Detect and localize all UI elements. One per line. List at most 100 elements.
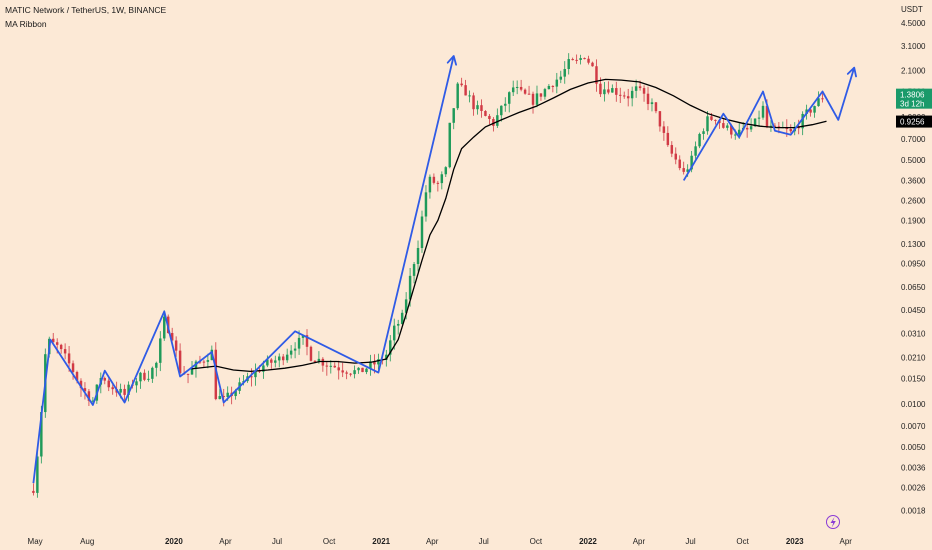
candle-body: [297, 337, 301, 349]
price-axis[interactable]: USDT4.50003.10002.10001.50001.00000.7000…: [901, 5, 926, 516]
candle-body: [551, 85, 555, 87]
candle-body: [527, 93, 531, 95]
candle-body: [492, 118, 495, 126]
x-tick-label: Oct: [530, 537, 543, 546]
candle-body: [737, 129, 741, 135]
candle-body: [666, 132, 670, 146]
candle-body: [710, 116, 713, 120]
ma-line: [191, 78, 827, 373]
candle-body: [321, 358, 325, 366]
candle-body: [686, 169, 689, 172]
candle-body: [127, 384, 130, 395]
candle-body: [452, 108, 455, 123]
candle-body: [460, 83, 463, 86]
x-tick-label: 2021: [372, 537, 390, 546]
candle-body: [571, 59, 574, 61]
candle-body: [349, 373, 352, 375]
candle-body: [59, 344, 63, 350]
candle-body: [416, 247, 420, 265]
indicator-label[interactable]: MA Ribbon: [5, 19, 47, 29]
candle-body: [531, 93, 535, 105]
y-tick-label: 0.0070: [901, 422, 926, 431]
candle-body: [305, 335, 309, 347]
candle-body: [607, 89, 610, 93]
candle-body: [178, 350, 182, 374]
candle-body: [765, 105, 769, 127]
candle-body: [333, 365, 336, 368]
candle-body: [813, 106, 816, 113]
chart-title: MATIC Network / TetherUS, 1W, BINANCE: [5, 5, 167, 15]
candle-body: [547, 85, 551, 90]
candle-body: [218, 396, 221, 400]
candle-body: [79, 380, 83, 389]
candle-body: [611, 88, 614, 93]
candle-body: [400, 312, 404, 324]
candle-body: [511, 87, 515, 93]
candle-body: [147, 378, 150, 380]
candle-body: [278, 356, 281, 361]
candle-body: [654, 102, 658, 112]
candle-body: [369, 361, 372, 369]
candle-body: [563, 69, 566, 77]
candle-body: [262, 365, 265, 372]
candle-body: [670, 145, 674, 154]
lightning-icon[interactable]: [826, 515, 840, 529]
candle-body: [539, 93, 543, 97]
candle-body: [515, 86, 519, 88]
candle-body: [745, 127, 749, 130]
candle-body: [535, 93, 539, 105]
candle-body: [214, 349, 218, 400]
x-tick-label: May: [28, 537, 43, 546]
candle-body: [254, 370, 257, 378]
candle-body: [817, 98, 820, 107]
projection-arrowhead: [446, 55, 457, 66]
candle-body: [761, 105, 765, 118]
candle-body: [55, 342, 59, 345]
candle-body: [361, 367, 364, 373]
y-tick-label: 0.3600: [901, 176, 926, 185]
candle-body: [393, 325, 396, 341]
candle-body: [404, 299, 408, 313]
candle-body: [626, 96, 630, 99]
candle-body: [504, 103, 507, 106]
candle-body: [690, 155, 693, 170]
y-tick-label: 0.1300: [901, 240, 926, 249]
candle-body: [75, 371, 79, 381]
y-tick-label: 0.0100: [901, 400, 926, 409]
candle-body: [151, 367, 154, 379]
candle-body: [662, 126, 666, 133]
y-tick-label: 0.2600: [901, 197, 926, 206]
candle-body: [448, 122, 451, 168]
time-axis[interactable]: May Aug 2020 Apr Jul Oct 2021 Apr Jul Oct 2022 Apr J…: [28, 537, 853, 546]
candle-body: [202, 361, 206, 363]
candle-body: [821, 98, 824, 100]
candle-body: [567, 59, 570, 70]
candle-body: [678, 159, 681, 169]
candle-body: [769, 125, 773, 127]
candle-body: [250, 376, 253, 378]
candle-body: [428, 176, 432, 193]
y-tick-label: 4.5000: [901, 19, 926, 28]
candle-body: [508, 92, 511, 104]
candle-body: [281, 356, 285, 361]
x-tick-label: Oct: [323, 537, 336, 546]
candle-body: [432, 176, 436, 183]
candle-body: [373, 361, 376, 365]
candle-body: [317, 358, 321, 363]
candle-body: [329, 365, 333, 367]
candle-body: [234, 390, 237, 397]
candle-body: [646, 93, 650, 105]
x-tick-label: 2020: [165, 537, 183, 546]
candle-body: [385, 354, 388, 360]
candle-body: [155, 362, 158, 368]
candle-body: [706, 116, 709, 132]
lightning-icon-bolt: [830, 517, 836, 528]
candle-body: [163, 316, 166, 339]
candle-body: [353, 370, 356, 375]
candle-body: [345, 372, 348, 374]
candle-body: [694, 146, 697, 156]
x-tick-label: Oct: [736, 537, 749, 546]
y-tick-label: 0.0650: [901, 283, 926, 292]
candle-body: [67, 353, 71, 364]
